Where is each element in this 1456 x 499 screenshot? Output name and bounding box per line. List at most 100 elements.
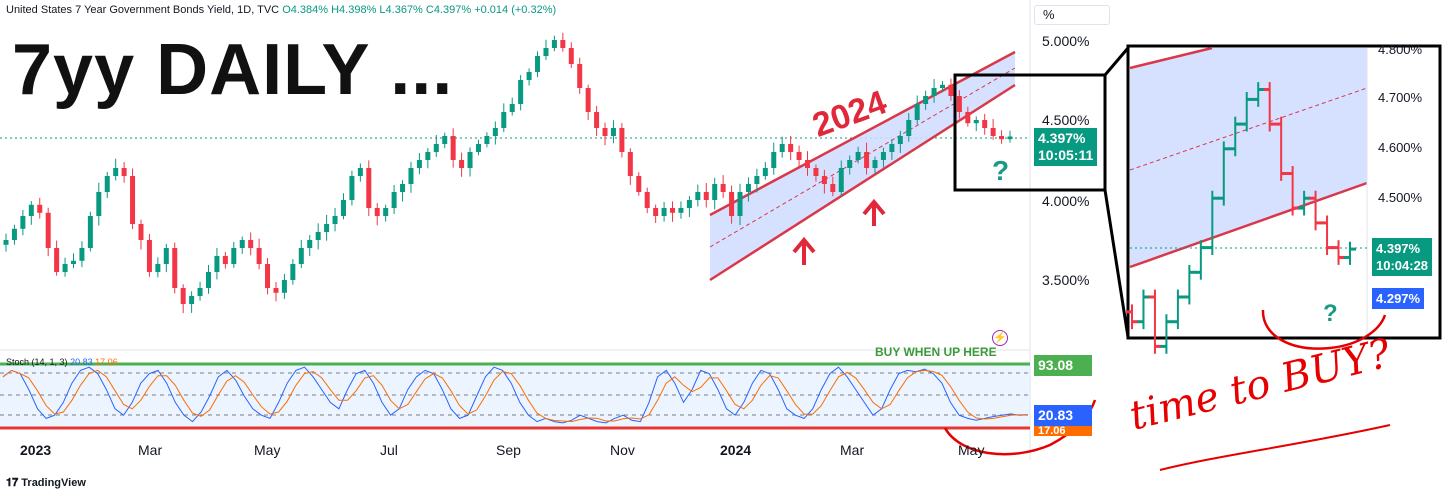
candle-body <box>54 248 60 272</box>
candle-body <box>425 152 431 160</box>
ohlc-values: O4.384% H4.398% L4.367% C4.397% +0.014 (… <box>282 4 557 16</box>
candle-body <box>155 264 161 272</box>
candle-body <box>762 168 768 176</box>
current-price-countdown: 10:05:11 <box>1038 147 1094 163</box>
candle-body <box>695 192 701 200</box>
time-tick: Mar <box>840 442 865 458</box>
time-tick: Nov <box>610 442 635 458</box>
zoom-countdown: 10:04:28 <box>1376 258 1429 273</box>
channel-lower-line <box>709 83 1016 282</box>
candle-body <box>956 96 962 112</box>
candle-body <box>11 228 17 240</box>
channel-fill <box>710 52 1015 280</box>
candle-body <box>315 232 321 240</box>
stoch-d-tag: 17.06 <box>1034 424 1092 436</box>
candle-body <box>872 160 878 168</box>
candle-body <box>771 152 777 168</box>
candle-body <box>28 204 34 216</box>
candle-body <box>644 192 650 208</box>
candle-body <box>779 144 785 152</box>
candle-body <box>391 192 397 208</box>
candle-body <box>113 168 119 176</box>
buy-note: BUY WHEN UP HERE <box>875 345 997 359</box>
candle-body <box>560 40 566 48</box>
candle-body <box>172 248 178 288</box>
stoch-legend: Stoch (14, 1, 3) 20.83 17.06 <box>6 357 118 367</box>
candle-body <box>197 288 203 296</box>
candle-body <box>138 224 144 240</box>
candle-body <box>256 248 262 264</box>
candle-body <box>180 288 186 304</box>
candle-body <box>965 112 971 124</box>
candle-body <box>914 104 920 120</box>
time-tick: 2023 <box>20 442 52 458</box>
candle-body <box>754 176 760 184</box>
price-tick: 5.000% <box>1042 33 1090 49</box>
stoch-k-line <box>2 366 1029 424</box>
zoom-price-tick: 4.600% <box>1378 140 1423 155</box>
candle-body <box>1007 136 1013 140</box>
candle-body <box>20 216 26 229</box>
candle-body <box>400 184 406 192</box>
candle-body <box>349 176 355 200</box>
lightning-icon[interactable]: ⚡ <box>992 330 1008 346</box>
candle-body <box>79 248 85 261</box>
zoom-current-price-tag: 4.397% 10:04:28 <box>1372 238 1433 276</box>
zoom-current-price: 4.397% <box>1376 241 1421 256</box>
arrow-up-icon <box>862 198 886 226</box>
candle-body <box>214 256 220 272</box>
zoom-source-box <box>953 73 1107 192</box>
candle-body <box>619 128 625 152</box>
zoom-panel <box>1126 44 1442 354</box>
candle-body <box>543 48 549 56</box>
candle-body <box>627 152 633 176</box>
stoch-k-tag: 20.83 <box>1034 405 1092 426</box>
channel-mid-line <box>709 67 1016 248</box>
candle-body <box>307 240 313 248</box>
candle-body <box>222 256 228 264</box>
candle-body <box>416 160 422 168</box>
candle-body <box>3 240 9 245</box>
candle-body <box>433 144 439 152</box>
candle-body <box>636 176 642 192</box>
candle-body <box>712 184 718 200</box>
brand-name: TradingView <box>21 477 86 489</box>
zoom-price-tick: 4.500% <box>1378 190 1423 205</box>
candle-body <box>568 48 574 64</box>
candle-body <box>231 248 237 264</box>
candle-body <box>450 136 456 160</box>
handwritten-underline <box>1159 424 1391 471</box>
tradingview-logo: 𝟏𝟕 TradingView <box>6 477 86 490</box>
zoom-connector <box>1103 189 1130 338</box>
candle-body <box>813 168 819 176</box>
candle-body <box>290 264 296 280</box>
candle-body <box>729 192 735 216</box>
candle-body <box>737 192 743 216</box>
candle-body <box>855 152 861 160</box>
price-tick: 4.000% <box>1042 193 1090 209</box>
candle-body <box>130 176 136 224</box>
candle-body <box>577 64 583 88</box>
candle-body <box>281 280 287 293</box>
candle-body <box>670 208 676 213</box>
zoom-question-mark: ? <box>1323 300 1338 327</box>
candle-body <box>492 128 498 136</box>
candle-body <box>501 112 507 128</box>
candle-body <box>805 160 811 168</box>
current-price-value: 4.397% <box>1038 130 1086 146</box>
candle-body <box>745 184 751 192</box>
stoch-name: Stoch (14, 1, 3) <box>6 357 68 367</box>
candle-body <box>990 128 996 136</box>
candle-body <box>838 168 844 192</box>
candle-body <box>442 136 448 144</box>
candle-body <box>265 264 271 288</box>
candle-body <box>163 248 169 264</box>
time-tick: May <box>254 442 281 458</box>
candle-body <box>298 248 304 264</box>
candle-body <box>509 104 515 112</box>
unit-toggle[interactable]: % <box>1034 5 1110 25</box>
stoch-d-value: 17.06 <box>95 357 118 367</box>
candle-body <box>906 120 912 136</box>
candle-body <box>104 176 110 192</box>
